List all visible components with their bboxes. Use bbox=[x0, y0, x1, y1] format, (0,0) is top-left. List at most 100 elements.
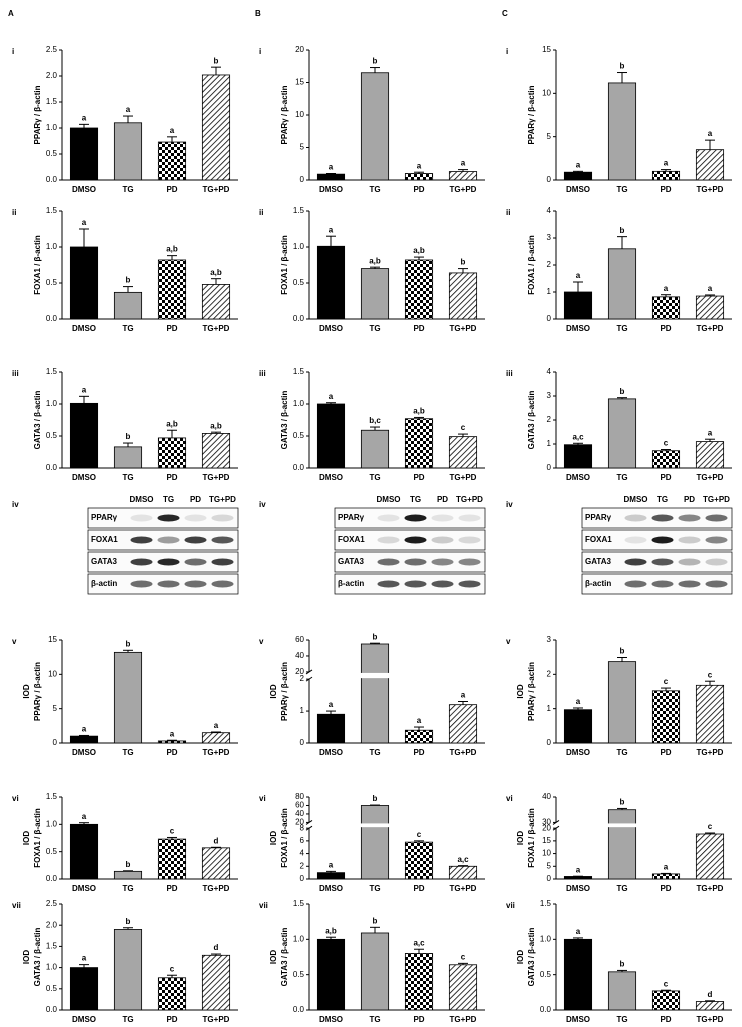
bar bbox=[316, 245, 346, 320]
y-tick-label: 0 bbox=[53, 738, 58, 747]
y-tick-label: 0.0 bbox=[46, 1005, 58, 1014]
panel-label: vi bbox=[506, 794, 513, 803]
x-tick-label: DMSO bbox=[566, 473, 590, 482]
lane-label: DMSO bbox=[130, 495, 154, 504]
x-tick-label: TG+PD bbox=[450, 884, 477, 893]
y-axis-label: PPARγ / β-actin bbox=[280, 662, 289, 721]
bar bbox=[563, 444, 593, 469]
blot-band bbox=[458, 514, 481, 522]
bar bbox=[563, 709, 593, 744]
y-tick-label: 1.0 bbox=[293, 242, 305, 251]
x-tick-label: PD bbox=[660, 473, 671, 482]
significance-label: a bbox=[82, 113, 87, 122]
bar bbox=[316, 173, 346, 181]
x-tick-label: TG+PD bbox=[697, 884, 724, 893]
x-tick-label: PD bbox=[413, 1015, 424, 1024]
x-tick-label: DMSO bbox=[319, 324, 343, 333]
significance-label: a bbox=[170, 126, 175, 135]
significance-label: d bbox=[708, 990, 713, 999]
y-tick-label: 15 bbox=[48, 635, 57, 644]
y-tick-label: 1.5 bbox=[46, 97, 58, 106]
y-tick-label: 2 bbox=[300, 861, 305, 870]
significance-label: a bbox=[576, 865, 581, 874]
bar-break bbox=[360, 823, 390, 828]
y-axis-label: IOD bbox=[516, 831, 525, 845]
y-tick-label: 3 bbox=[547, 391, 552, 400]
x-tick-label: TG bbox=[122, 1015, 133, 1024]
x-tick-label: TG+PD bbox=[203, 185, 230, 194]
y-tick-label: 30 bbox=[542, 818, 551, 827]
y-tick-label: 5 bbox=[547, 861, 552, 870]
blot-band bbox=[431, 580, 454, 588]
lane-label: TG+PD bbox=[456, 495, 483, 504]
bar bbox=[113, 446, 143, 469]
column-label: C bbox=[502, 9, 508, 18]
bar bbox=[607, 809, 637, 880]
significance-label: b bbox=[373, 916, 378, 925]
significance-label: c bbox=[461, 423, 466, 432]
panel-label: iv bbox=[12, 500, 19, 509]
bar bbox=[448, 964, 478, 1011]
y-tick-label: 15 bbox=[542, 45, 551, 54]
y-tick-label: 40 bbox=[295, 809, 304, 818]
bar bbox=[404, 259, 434, 320]
x-tick-label: TG bbox=[369, 324, 380, 333]
x-tick-label: TG+PD bbox=[203, 748, 230, 757]
y-tick-label: 20 bbox=[295, 818, 304, 827]
y-tick-label: 1.5 bbox=[293, 899, 305, 908]
x-tick-label: TG bbox=[616, 473, 627, 482]
lane-label: DMSO bbox=[377, 495, 401, 504]
y-tick-label: 60 bbox=[295, 801, 304, 810]
x-tick-label: TG bbox=[616, 884, 627, 893]
bar bbox=[360, 72, 390, 181]
y-tick-label: 2 bbox=[547, 669, 552, 678]
bar bbox=[607, 398, 637, 469]
column-label: B bbox=[255, 9, 261, 18]
significance-label: a bbox=[664, 863, 669, 872]
blot-strip bbox=[87, 529, 239, 551]
blot-band bbox=[651, 558, 674, 566]
significance-label: a bbox=[82, 385, 87, 394]
bar bbox=[695, 149, 725, 181]
x-tick-label: PD bbox=[413, 884, 424, 893]
panel-label: v bbox=[12, 637, 17, 646]
y-tick-label: 1.5 bbox=[293, 367, 305, 376]
panel-label: ii bbox=[12, 208, 16, 217]
x-tick-label: TG+PD bbox=[697, 1015, 724, 1024]
blot-band bbox=[651, 514, 674, 522]
bar bbox=[69, 967, 99, 1011]
x-tick-label: DMSO bbox=[72, 473, 96, 482]
significance-label: a bbox=[329, 163, 334, 172]
significance-label: c bbox=[461, 952, 466, 961]
significance-label: a bbox=[708, 129, 713, 138]
y-tick-label: 80 bbox=[295, 792, 304, 801]
blot-band bbox=[705, 536, 728, 544]
y-tick-label: 1.5 bbox=[46, 367, 58, 376]
lane-label: TG bbox=[657, 495, 668, 504]
x-tick-label: PD bbox=[413, 473, 424, 482]
x-tick-label: DMSO bbox=[72, 1015, 96, 1024]
significance-label: a bbox=[664, 159, 669, 168]
x-tick-label: TG+PD bbox=[450, 473, 477, 482]
bar bbox=[448, 704, 478, 744]
blot-band bbox=[211, 514, 234, 522]
y-tick-label: 40 bbox=[542, 792, 551, 801]
significance-label: b bbox=[620, 798, 625, 807]
y-tick-label: 3 bbox=[547, 635, 552, 644]
lane-label: PD bbox=[437, 495, 448, 504]
y-tick-label: 8 bbox=[300, 823, 305, 832]
significance-label: a bbox=[126, 105, 131, 114]
blot-band bbox=[184, 580, 207, 588]
lane-label: TG bbox=[410, 495, 421, 504]
y-tick-label: 5 bbox=[300, 143, 305, 152]
x-tick-label: TG+PD bbox=[697, 185, 724, 194]
significance-label: b bbox=[373, 632, 378, 641]
significance-label: b bbox=[126, 432, 131, 441]
y-tick-label: 1.0 bbox=[46, 399, 58, 408]
panel-label: vi bbox=[259, 794, 266, 803]
x-tick-label: PD bbox=[413, 185, 424, 194]
significance-label: a,b bbox=[166, 419, 178, 428]
y-tick-label: 0.0 bbox=[293, 314, 305, 323]
y-axis-label: PPARγ / β-actin bbox=[527, 662, 536, 721]
bar bbox=[201, 284, 231, 320]
